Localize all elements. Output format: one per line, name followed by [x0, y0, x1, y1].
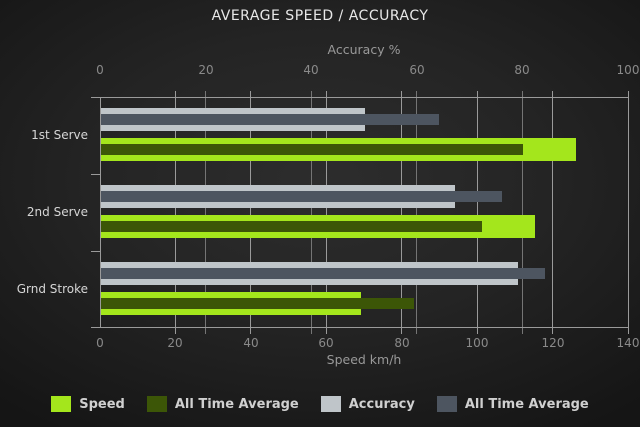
- gridline-accuracy-80: [522, 91, 523, 334]
- legend-item-all-time-average-1: All Time Average: [146, 396, 299, 412]
- y-axis-tick-2: [91, 251, 100, 252]
- top-tick-label-40: 40: [303, 63, 319, 77]
- gridline-speed-120: [552, 91, 553, 334]
- top-tick-label-20: 20: [198, 63, 214, 77]
- top-tick-label-0: 0: [96, 63, 104, 77]
- top-axis-title: Accuracy %: [327, 42, 401, 57]
- gridline-speed-140: [628, 91, 629, 334]
- legend-label-speed-0: Speed: [79, 396, 125, 412]
- bottom-tick-label-60: 60: [318, 336, 334, 350]
- y-axis-tick-0: [91, 97, 100, 98]
- bottom-tick-label-120: 120: [541, 336, 565, 350]
- gridline-accuracy-20: [205, 91, 206, 334]
- bar-all-time-average-accuracy-1st-serve: [101, 114, 439, 125]
- bottom-tick-label-100: 100: [465, 336, 489, 350]
- bottom-tick-label-40: 40: [243, 336, 259, 350]
- gridline-speed-20: [175, 91, 176, 334]
- legend: Speed All Time Average Accuracy All Time Av…: [0, 396, 640, 412]
- legend-swatch-all-time-average-1: [146, 396, 167, 412]
- bottom-axis-line: [100, 327, 628, 328]
- top-tick-label-80: 80: [514, 63, 530, 77]
- gridline-speed-40: [250, 91, 251, 334]
- top-axis-line: [100, 97, 628, 98]
- legend-label-all-time-average-3: All Time Average: [464, 396, 589, 412]
- gridline-speed-100: [477, 91, 478, 334]
- legend-item-accuracy-2: Accuracy: [320, 396, 415, 412]
- gridline-accuracy-40: [311, 91, 312, 334]
- bottom-tick-label-140: 140: [616, 336, 640, 350]
- bottom-tick-label-80: 80: [394, 336, 410, 350]
- legend-swatch-speed-0: [51, 396, 72, 412]
- legend-label-accuracy-2: Accuracy: [348, 396, 415, 412]
- bottom-tick-label-0: 0: [96, 336, 104, 350]
- legend-item-all-time-average-3: All Time Average: [436, 396, 589, 412]
- y-axis-tick-1: [91, 174, 100, 175]
- bar-all-time-average-speed-1st-serve: [101, 144, 523, 155]
- top-tick-label-100: 100: [616, 63, 640, 77]
- gridline-accuracy-60: [416, 91, 417, 334]
- legend-swatch-accuracy-2: [320, 396, 341, 412]
- legend-label-all-time-average-1: All Time Average: [174, 396, 299, 412]
- bar-all-time-average-accuracy-2nd-serve: [101, 191, 502, 202]
- bar-all-time-average-speed-grnd-stroke: [101, 298, 414, 309]
- chart-title: AVERAGE SPEED / ACCURACY: [211, 8, 429, 24]
- gridline-speed-60: [326, 91, 327, 334]
- bar-all-time-average-accuracy-grnd-stroke: [101, 268, 545, 279]
- top-tick-label-60: 60: [409, 63, 425, 77]
- category-label-grnd-stroke: Grnd Stroke: [16, 282, 88, 296]
- y-axis-tick-3: [91, 327, 100, 328]
- category-label-2nd-serve: 2nd Serve: [26, 205, 88, 219]
- y-axis-line: [100, 97, 101, 328]
- bar-all-time-average-speed-2nd-serve: [101, 221, 482, 232]
- bottom-axis-title: Speed km/h: [326, 352, 402, 367]
- legend-swatch-all-time-average-3: [436, 396, 457, 412]
- gridline-speed-80: [401, 91, 402, 334]
- legend-item-speed-0: Speed: [51, 396, 125, 412]
- category-label-1st-serve: 1st Serve: [31, 128, 88, 142]
- bottom-tick-label-20: 20: [167, 336, 183, 350]
- plot-area: [91, 91, 629, 334]
